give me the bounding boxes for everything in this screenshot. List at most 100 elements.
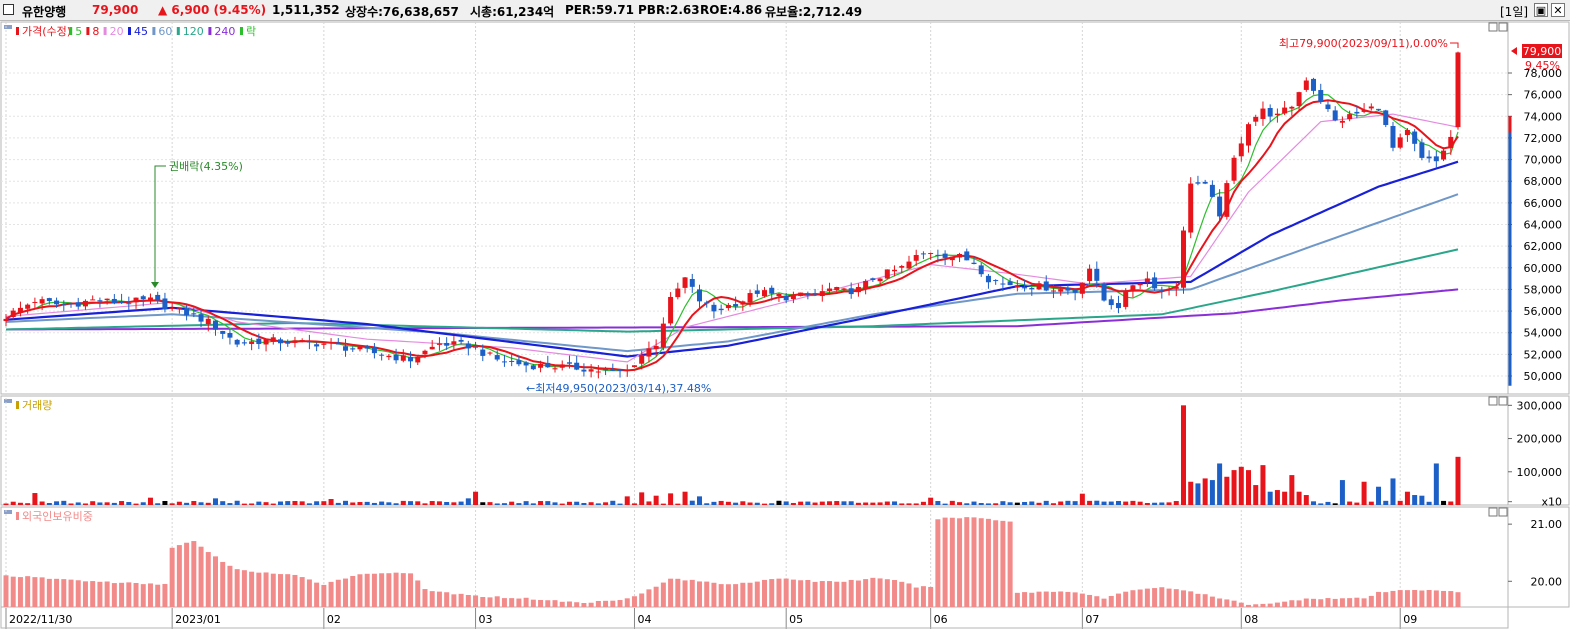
foreign-ratio-bar	[949, 517, 955, 607]
candle-body	[870, 278, 876, 280]
foreign-ratio-bar	[993, 520, 999, 607]
foreign-ratio-bar	[162, 583, 168, 607]
candle-body	[1238, 143, 1244, 157]
candle-body	[82, 300, 88, 307]
volume-bar	[660, 503, 666, 505]
candle-body	[631, 365, 637, 368]
legend-item: 120	[183, 25, 204, 38]
restore-window-icon[interactable]: ▣	[1534, 3, 1548, 17]
candle-body	[660, 323, 666, 348]
price-tick-label: 78,000	[1524, 67, 1563, 80]
select-checkbox[interactable]	[3, 4, 14, 15]
volume-bar	[82, 503, 88, 505]
foreign-ratio-bar	[1246, 604, 1252, 607]
candle-body	[17, 307, 23, 313]
last-price-box	[1522, 44, 1562, 58]
legend-marker	[86, 27, 90, 35]
volume-bar	[978, 503, 984, 505]
volume-bar	[928, 497, 934, 505]
candle-body	[1022, 287, 1028, 289]
candle-body	[1282, 107, 1288, 114]
foreign-ratio-bar	[249, 571, 255, 607]
volume-bar	[1094, 500, 1100, 505]
candle-body	[1217, 196, 1223, 217]
volume-bar	[516, 503, 522, 505]
candle-body	[335, 342, 341, 345]
foreign-ratio-bar	[371, 573, 377, 607]
foreign-ratio-bar	[913, 587, 919, 607]
foreign-ratio-bar	[964, 517, 970, 607]
candle-body	[841, 288, 847, 290]
foreign-ratio-bar	[1159, 587, 1165, 607]
candle-body	[169, 307, 175, 309]
foreign-ratio-bar	[523, 597, 529, 607]
volume-bar	[465, 498, 471, 505]
volume-bar	[581, 502, 587, 505]
foreign-ratio-bar	[559, 601, 565, 607]
foreign-ratio-bar	[718, 584, 724, 607]
volume-bar	[241, 503, 247, 505]
volume-bar	[1202, 478, 1208, 505]
volume-bar	[1246, 470, 1252, 505]
volume-bar	[841, 501, 847, 505]
foreign-ratio-bar	[1022, 592, 1028, 607]
volume-bar	[668, 493, 674, 505]
candle-body	[566, 362, 572, 364]
candle-body	[1137, 283, 1143, 286]
foreign-ratio-bar	[285, 574, 291, 607]
foreign-ratio-bar	[682, 580, 688, 607]
volume-bar	[1108, 501, 1114, 505]
volume-bar	[718, 500, 724, 505]
foreign-ratio-bar	[834, 581, 840, 607]
candle-body	[212, 320, 218, 330]
volume-bar	[299, 501, 305, 505]
volume-bar	[1130, 500, 1136, 505]
volume-bar	[523, 501, 529, 505]
stock-name[interactable]: 유한양행	[22, 5, 67, 19]
volume-bar	[335, 502, 341, 505]
candle-body	[1065, 287, 1071, 291]
period-button[interactable]: [1일]	[1500, 5, 1529, 19]
foreign-ratio-bar	[1433, 590, 1439, 607]
volume-bar	[1419, 495, 1425, 505]
foreign-ratio-bar	[1123, 591, 1129, 607]
volume-bar	[25, 503, 31, 505]
candle-body	[1368, 106, 1374, 109]
foreign-ratio-bar	[451, 594, 457, 607]
volume-bar	[1332, 503, 1338, 505]
volume-bar	[617, 503, 623, 505]
candle-body	[1007, 281, 1013, 286]
foreign-ratio-bar	[617, 600, 623, 607]
volume-bar	[386, 502, 392, 505]
foreign-ratio-bar	[790, 579, 796, 607]
volume-bar	[458, 501, 464, 505]
volume-bar	[704, 503, 710, 505]
candle-body	[1325, 104, 1331, 110]
volume-bar	[682, 491, 688, 505]
foreign-ratio-bar	[436, 591, 442, 607]
foreign-ratio-bar	[220, 561, 226, 607]
price-tick-label: 64,000	[1524, 219, 1563, 232]
volume-bar	[1195, 483, 1201, 505]
candle-body	[588, 369, 594, 372]
foreign-ratio-bar	[1000, 520, 1006, 607]
candle-body	[552, 368, 558, 370]
volume-bar	[769, 503, 775, 505]
candle-body	[863, 280, 869, 290]
candle-body	[278, 339, 284, 344]
candle-body	[1419, 142, 1425, 158]
price-tick-label: 60,000	[1524, 262, 1563, 275]
legend-item: 20	[110, 25, 124, 38]
volume-bar	[119, 501, 125, 505]
foreign-ratio-bar	[140, 584, 146, 607]
candle-body	[646, 348, 652, 357]
close-window-icon[interactable]: ✕	[1551, 3, 1565, 17]
candle-body	[451, 341, 457, 345]
volume-tick-label: 300,000	[1517, 399, 1563, 412]
candle-body	[176, 307, 182, 309]
foreign-ratio-bar	[805, 579, 811, 607]
candle-body	[581, 369, 587, 372]
volume-bar	[140, 502, 146, 505]
legend-marker	[208, 27, 212, 35]
